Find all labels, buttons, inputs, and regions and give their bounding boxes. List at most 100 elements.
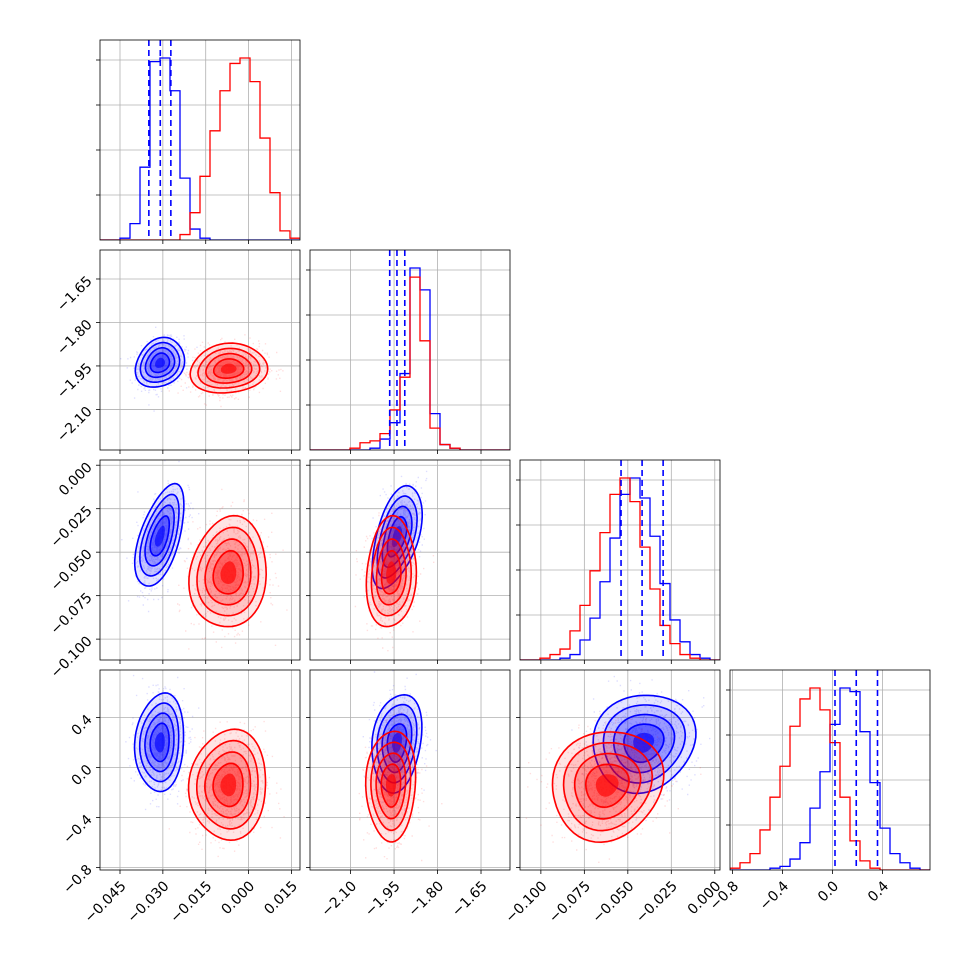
density-panel-p3-p2 (520, 670, 720, 870)
y-tick-label: −1.80 (54, 317, 96, 359)
contour-red (370, 526, 413, 617)
y-tick-label: −0.075 (48, 590, 96, 638)
contour-red (204, 538, 252, 606)
axes-frame (519, 459, 721, 661)
contour-blue (133, 482, 185, 587)
hist-step-red (730, 687, 930, 870)
contour-red (375, 752, 407, 820)
contour-blue (138, 702, 180, 783)
axes-frame (99, 669, 301, 871)
contour-red (197, 347, 261, 389)
contour-red (364, 730, 417, 843)
x-tick-label: −0.030 (125, 878, 173, 926)
contour-red (375, 538, 407, 606)
hist-panel-p3 (730, 670, 930, 870)
contour-blue (386, 516, 408, 558)
density-panel-p1-p0 (100, 250, 300, 450)
hist-step-red (520, 477, 720, 660)
hist-panel-p1 (310, 250, 510, 450)
hist-panel-p2 (520, 460, 720, 660)
contour-red (205, 352, 253, 384)
hist-step-blue (310, 267, 510, 450)
contour-blue (381, 505, 413, 569)
contour-blue (592, 694, 697, 795)
y-tick-label: 0.000 (56, 460, 96, 500)
contour-blue (602, 704, 687, 784)
contour-blue (133, 692, 185, 793)
y-tick-label: −0.100 (48, 633, 96, 681)
density-fill-red (220, 773, 237, 797)
contour-red (212, 762, 244, 808)
contour-blue (149, 352, 171, 374)
density-fill-blue (155, 357, 165, 368)
contour-blue (139, 341, 181, 383)
contour-blue (149, 515, 171, 557)
contour-red (370, 741, 412, 832)
density-fill-blue (154, 525, 165, 547)
x-tick-label: −0.015 (167, 878, 215, 926)
contour-red (196, 526, 260, 617)
contour-blue (376, 495, 418, 579)
x-tick-label: −2.10 (319, 878, 361, 920)
x-tick-label: −1.80 (405, 878, 447, 920)
x-tick-label: −0.4 (757, 878, 792, 913)
contour-red (204, 751, 252, 819)
contour-blue (139, 493, 180, 577)
contour-red (212, 358, 245, 379)
density-fill-red (595, 774, 619, 797)
axes-frame (519, 669, 721, 871)
x-tick-label: 0.0 (815, 878, 842, 905)
y-tick-label: −0.025 (48, 503, 96, 551)
y-tick-label: −0.4 (60, 812, 95, 847)
contour-red (212, 549, 244, 595)
contour-blue (134, 336, 186, 388)
contour-red (573, 752, 642, 820)
contour-red (584, 763, 630, 809)
contour-red (189, 342, 269, 394)
x-tick-label: −1.95 (362, 878, 404, 920)
x-tick-label: −0.075 (546, 878, 594, 926)
contour-red (365, 514, 418, 628)
y-tick-label: −0.8 (60, 862, 95, 897)
y-tick-label: 0.4 (69, 712, 96, 739)
axes-frame (309, 669, 511, 871)
contour-blue (149, 722, 170, 763)
axes-frame (99, 459, 301, 661)
contour-blue (623, 723, 665, 763)
y-tick-label: −1.65 (54, 273, 96, 315)
contour-red (551, 731, 665, 844)
hist-panel-p0 (100, 40, 300, 240)
hist-step-blue (730, 687, 930, 870)
x-tick-label: 0.015 (261, 878, 301, 918)
contour-blue (381, 713, 413, 774)
contour-blue (144, 504, 175, 567)
contour-red (380, 549, 402, 595)
density-panel-p2-p1 (310, 460, 510, 660)
density-fill-red (386, 561, 397, 584)
scatter-points-red (358, 712, 443, 862)
hist-step-red (100, 57, 300, 240)
x-tick-label: −0.100 (503, 878, 551, 926)
x-tick-label: 0.000 (219, 878, 259, 918)
density-fill-red (386, 774, 397, 797)
contour-red (188, 514, 268, 628)
axes-frame (729, 669, 931, 871)
axes-frame (309, 249, 511, 451)
x-tick-label: −1.65 (449, 878, 491, 920)
x-tick-label: 0.4 (865, 878, 892, 905)
axes-frame (99, 249, 301, 451)
contour-blue (144, 712, 175, 773)
contour-red (380, 763, 402, 808)
hist-step-red (310, 276, 510, 450)
x-tick-label: −0.045 (82, 878, 130, 926)
density-fill-blue (154, 732, 165, 753)
hist-step-blue (520, 477, 720, 660)
y-tick-label: −1.95 (54, 360, 96, 402)
x-tick-label: −0.050 (589, 878, 637, 926)
axes-frame (99, 39, 301, 241)
hist-step-blue (100, 57, 300, 240)
density-panel-p3-p0 (100, 670, 300, 870)
scatter-points-blue (120, 326, 198, 412)
density-fill-red (220, 561, 237, 584)
